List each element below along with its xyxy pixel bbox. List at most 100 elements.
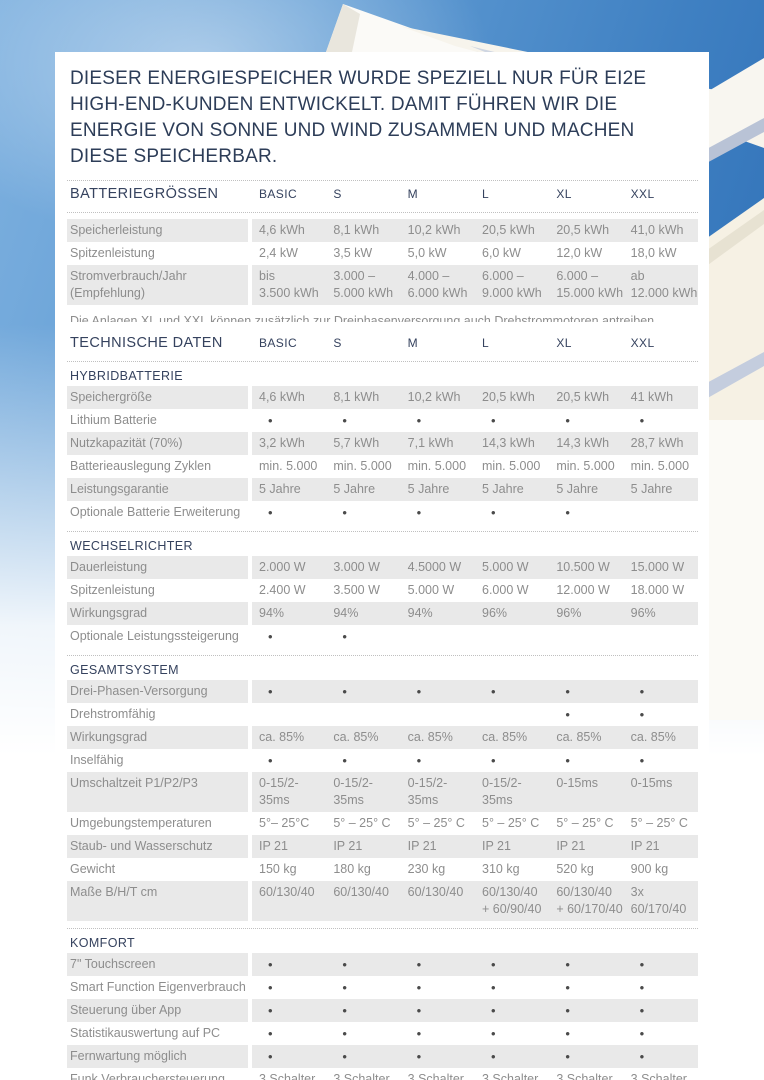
- feature-dot: •: [416, 1003, 422, 1018]
- value-cell: 0-15/2-35ms: [333, 776, 373, 807]
- technical-table-header: TECHNISCHE DATEN BASIC S M L XL XXL: [67, 332, 698, 361]
- value-cell: [401, 703, 475, 726]
- battery-column-headers: BASIC S M L XL XXL: [252, 183, 698, 206]
- value-cell: min. 5.000: [630, 459, 690, 473]
- table-row: Wirkungsgrad ca. 85% ca. 85% ca. 85% ca. 85%…: [67, 726, 698, 749]
- value-cell: [624, 501, 698, 524]
- value-cell: 94%: [407, 606, 433, 620]
- feature-dot: •: [639, 1026, 645, 1041]
- value-cell: 3 Schalter: [556, 1072, 613, 1080]
- feature-dot: •: [639, 980, 645, 995]
- value-cell: 3 Schalter: [630, 1072, 687, 1080]
- feature-dot: •: [268, 1049, 273, 1064]
- value-cell: 3.000 – 5.000 kWh: [333, 269, 394, 300]
- divider: [67, 928, 698, 929]
- feature-dot: •: [639, 957, 645, 972]
- value-cell: 20,5 kWh: [482, 223, 535, 237]
- table-row: Optionale Batterie Erweiterung • • • • •: [67, 501, 698, 524]
- feature-dot: •: [268, 753, 273, 768]
- feature-dot: •: [416, 1026, 422, 1041]
- value-cell: 12.000 W: [556, 583, 610, 597]
- value-cell: 28,7 kWh: [630, 436, 684, 450]
- row-label: Steuerung über App: [67, 999, 248, 1022]
- feature-dot: •: [565, 707, 570, 722]
- value-cell: 5 Jahre: [556, 482, 599, 496]
- feature-dot: •: [565, 980, 570, 995]
- row-values: 60/130/40 60/130/40 60/130/40 60/130/40 + 6…: [252, 881, 698, 921]
- feature-dot: •: [268, 980, 273, 995]
- value-cell: 18.000 W: [630, 583, 685, 597]
- row-label: Spitzenleistung: [70, 246, 155, 260]
- value-cell: 5°– 25°C: [259, 816, 310, 830]
- value-cell: 520 kg: [556, 862, 594, 876]
- feature-dot: •: [639, 1049, 645, 1064]
- row-values: • • • • • •: [252, 680, 698, 703]
- value-cell: 5.000 W: [482, 560, 529, 574]
- row-values: • • • • •: [252, 501, 698, 524]
- column-header: M: [407, 187, 419, 201]
- technical-table-title: TECHNISCHE DATEN: [70, 335, 223, 351]
- table-row: Drehstromfähig • •: [67, 703, 698, 726]
- row-values: 2.400 W 3.500 W 5.000 W 6.000 W 12.000 W 18.0…: [252, 579, 698, 602]
- table-row: Nutzkapazität (70%) 3,2 kWh 5,7 kWh 7,1 kWh…: [67, 432, 698, 455]
- divider: [67, 531, 698, 532]
- value-cell: 60/130/40 + 60/90/40: [482, 885, 542, 916]
- value-cell: 5.000 W: [407, 583, 455, 597]
- row-values: • • • • • •: [252, 999, 698, 1022]
- row-values: 5 Jahre 5 Jahre 5 Jahre 5 Jahre 5 Jahre 5 Jah…: [252, 478, 698, 501]
- value-cell: [401, 625, 475, 648]
- value-cell: 4,6 kWh: [259, 390, 305, 404]
- feature-dot: •: [342, 629, 347, 644]
- row-label: Fernwartung möglich: [67, 1045, 248, 1068]
- row-label: Leistungsgarantie: [67, 478, 248, 501]
- value-cell: 2,4 kW: [259, 246, 298, 260]
- value-cell: 10.500 W: [556, 560, 610, 574]
- feature-dot: •: [491, 684, 496, 699]
- feature-dot: •: [491, 753, 496, 768]
- value-cell: 10,2 kWh: [407, 223, 461, 237]
- column-header: XL: [556, 336, 572, 350]
- feature-dot: •: [565, 505, 570, 520]
- value-cell: 5° – 25° C: [482, 816, 540, 830]
- feature-dot: •: [268, 413, 273, 428]
- value-cell: 230 kg: [407, 862, 446, 876]
- technical-data-card: TECHNISCHE DATEN BASIC S M L XL XXL HYBRIDBAT…: [55, 322, 709, 1080]
- feature-dot: •: [342, 1026, 347, 1041]
- row-label: Spitzenleistung: [70, 583, 155, 597]
- value-cell: 8,1 kWh: [333, 223, 380, 237]
- row-label: Drehstromfähig: [70, 707, 156, 721]
- value-cell: 8,1 kWh: [333, 390, 380, 404]
- value-cell: 5° – 25° C: [333, 816, 391, 830]
- value-cell: 14,3 kWh: [482, 436, 535, 450]
- feature-dot: •: [491, 1026, 496, 1041]
- table-row: Speicherleistung 4,6 kWh 8,1 kWh 10,2 kWh 20…: [67, 219, 698, 242]
- table-row: Optionale Leistungssteigerung • •: [67, 625, 698, 648]
- row-label: Inselfähig: [70, 753, 124, 767]
- feature-dot: •: [565, 1049, 570, 1064]
- feature-dot: •: [342, 684, 347, 699]
- row-label: Speicherleistung: [67, 219, 248, 242]
- value-cell: [549, 625, 623, 648]
- value-cell: 6,0 kW: [482, 246, 521, 260]
- column-header: BASIC: [259, 187, 298, 201]
- table-row: Lithium Batterie • • • • • •: [67, 409, 698, 432]
- feature-dot: •: [268, 1026, 273, 1041]
- row-values: 94% 94% 94% 96% 96% 96%: [252, 602, 698, 625]
- value-cell: 96%: [482, 606, 508, 620]
- value-cell: ca. 85%: [556, 730, 602, 744]
- value-cell: 3.500 W: [333, 583, 380, 597]
- feature-dot: •: [268, 505, 273, 520]
- value-cell: 5 Jahre: [482, 482, 524, 496]
- value-cell: 60/130/40: [259, 885, 315, 899]
- feature-dot: •: [639, 753, 645, 768]
- column-header: BASIC: [259, 336, 298, 350]
- column-header: L: [482, 187, 490, 201]
- table-row: Smart Function Eigenverbrauch • • • • • •: [67, 976, 698, 999]
- row-values: • •: [252, 703, 698, 726]
- value-cell: min. 5.000: [482, 459, 541, 473]
- intro-heading: DIESER ENERGIESPEICHER WURDE SPEZIELL NU…: [70, 68, 647, 167]
- feature-dot: •: [565, 684, 570, 699]
- feature-dot: •: [639, 707, 645, 722]
- feature-dot: •: [416, 684, 422, 699]
- row-values: 5°– 25°C 5° – 25° C 5° – 25° C 5° – 25° C 5°…: [252, 812, 698, 835]
